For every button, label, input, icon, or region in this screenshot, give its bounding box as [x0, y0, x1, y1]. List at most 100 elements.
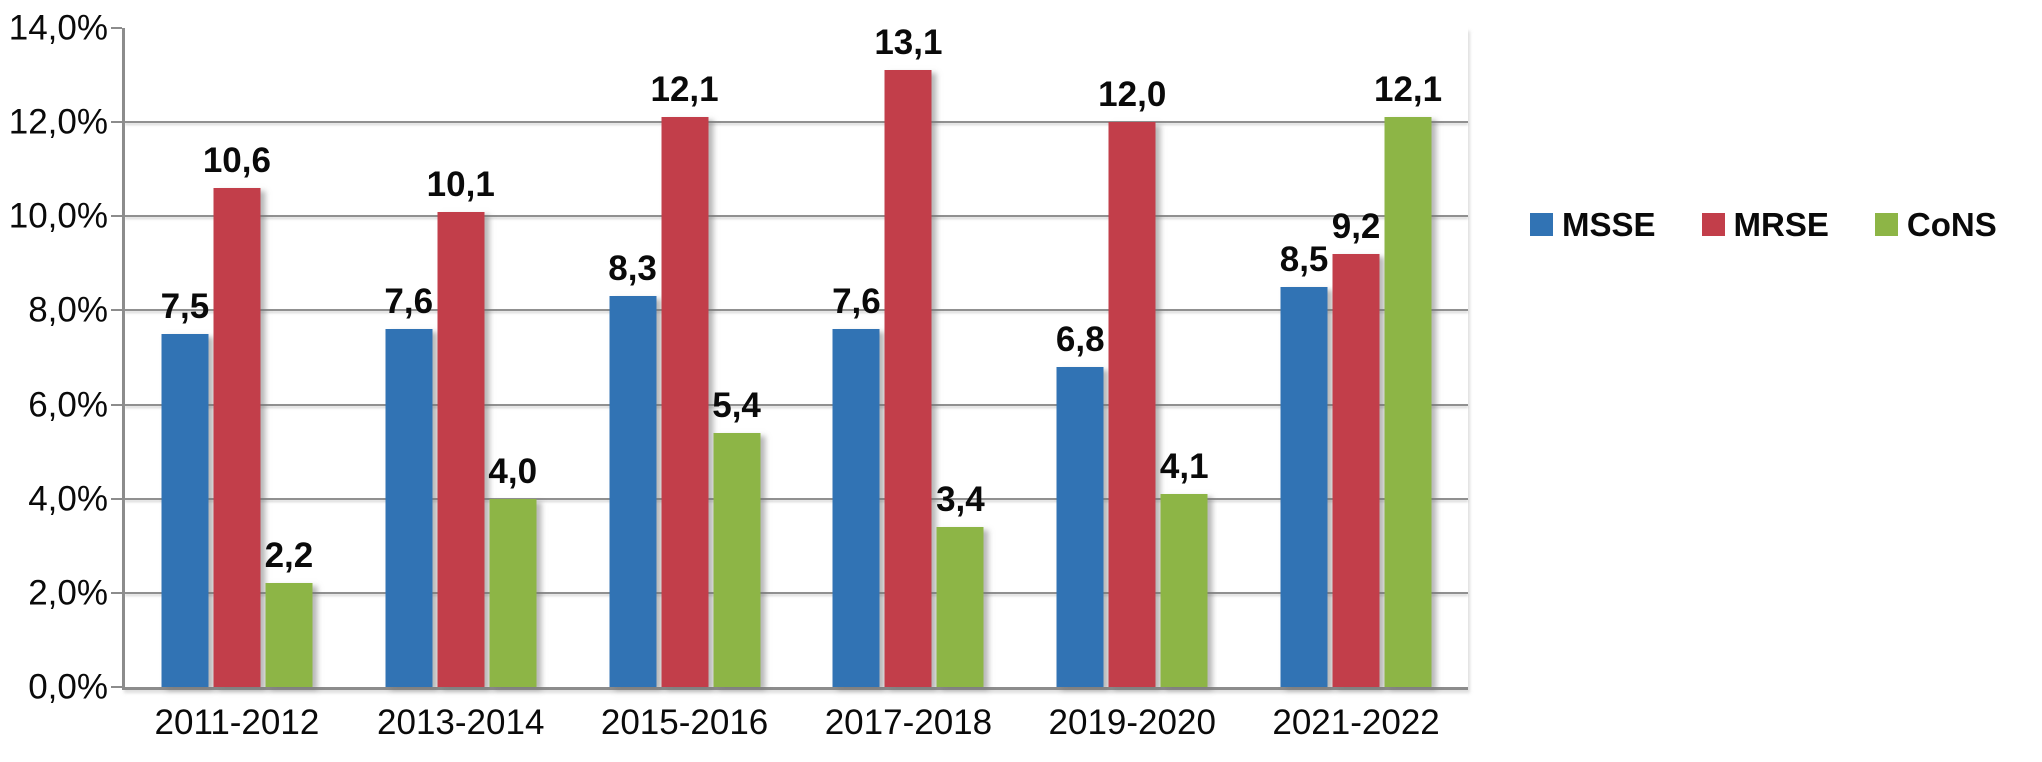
y-axis-tick-label: 6,0% [28, 385, 108, 425]
bar-group-bars: 7,6 10,1 4,0 [384, 28, 537, 687]
bar-value-label: 12,0 [1098, 75, 1167, 115]
bar-wrapper: 6,8 [1056, 322, 1105, 687]
bar-value-label: 10,6 [202, 141, 271, 181]
bar-value-label: 3,4 [936, 479, 985, 519]
legend-item-mrse: MRSE [1701, 205, 1829, 243]
x-axis-label: 2019-2020 [1048, 703, 1216, 742]
bar-group-bars: 8,5 9,2 12,1 [1279, 28, 1442, 687]
x-axis-label: 2021-2022 [1272, 703, 1440, 742]
bar-cons [265, 583, 313, 687]
bar-wrapper: 10,6 [203, 143, 271, 687]
bar-value-label: 13,1 [874, 23, 943, 63]
y-axis-tick [111, 591, 122, 594]
bar-wrapper: 5,4 [712, 388, 761, 687]
x-axis-label: 2011-2012 [154, 703, 320, 742]
bar-wrapper: 7,6 [832, 284, 881, 687]
legend-swatch-mrse [1701, 212, 1725, 236]
y-axis-tick-label: 12,0% [8, 102, 108, 142]
bar-value-label: 4,0 [488, 451, 538, 491]
bar-value-label: 7,6 [384, 282, 434, 322]
gridline [125, 215, 1468, 218]
y-axis-tick [111, 121, 122, 124]
bar-wrapper: 12,1 [651, 72, 719, 687]
gridline [125, 591, 1468, 594]
bar-wrapper: 4,0 [488, 454, 537, 687]
legend-swatch-msse [1530, 212, 1553, 236]
bar-group-bars: 6,8 12,0 4,1 [1056, 28, 1209, 687]
bar-msse [832, 329, 880, 687]
y-axis-tick [111, 215, 122, 218]
bar-group: 8,3 12,1 5,4 2015-2016 [573, 28, 797, 740]
bar-value-label: 8,5 [1279, 239, 1329, 279]
bar-group: 7,6 13,1 3,4 2017-2018 [797, 25, 1021, 740]
y-axis-tick-label: 2,0% [28, 573, 108, 613]
bar-value-label: 2,2 [264, 536, 314, 576]
x-axis-label: 2017-2018 [824, 703, 993, 742]
bar-cons [713, 432, 761, 687]
legend-label: CoNS [1906, 205, 1997, 243]
y-axis-tick-label: 0,0% [28, 667, 108, 707]
legend-label: MRSE [1733, 205, 1829, 243]
bar-wrapper: 7,6 [384, 284, 433, 687]
bar-mrse [437, 211, 485, 687]
bar-group: 7,6 10,1 4,0 2013-2014 [349, 28, 573, 740]
legend-item-cons: CoNS [1874, 205, 1997, 243]
bar-mrse [661, 117, 709, 687]
bar-mrse [884, 70, 932, 687]
bar-wrapper: 12,0 [1098, 77, 1166, 687]
bar-cons [1384, 117, 1432, 687]
gridline [125, 309, 1468, 312]
bar-wrapper: 13,1 [874, 25, 942, 687]
legend-item-msse: MSSE [1530, 208, 1656, 241]
bar-wrapper: 12,1 [1374, 72, 1442, 687]
y-axis-tick [111, 309, 122, 312]
y-axis-tick-label: 4,0% [28, 479, 108, 519]
bar-group: 7,5 10,6 2,2 2011-2012 [125, 28, 349, 740]
bar-wrapper: 7,5 [161, 289, 209, 687]
bar-value-label: 9,2 [1331, 206, 1381, 246]
bar-group-bars: 7,6 13,1 3,4 [832, 25, 985, 687]
bar-group-bars: 7,5 10,6 2,2 [161, 28, 313, 687]
bar-value-label: 8,3 [608, 249, 657, 289]
bar-msse [1280, 286, 1328, 687]
bar-value-label: 7,5 [160, 286, 210, 326]
bar-value-label: 12,1 [1374, 70, 1443, 110]
y-axis-tick-label: 10,0% [8, 196, 108, 236]
bar-wrapper: 10,1 [427, 167, 495, 687]
y-axis-labels: 0,0% 2,0% 4,0% 6,0% 8,0% 10,0% 12,0% 14,0% [0, 11, 108, 705]
legend: MSSE MRSE CoNS [1530, 202, 1997, 246]
bar-msse [1056, 366, 1104, 687]
bar-group-bars: 8,3 12,1 5,4 [608, 28, 761, 687]
bar-group: 8,5 9,2 12,1 2021-2022 [1244, 28, 1468, 740]
bar-mrse [213, 188, 261, 687]
legend-label: MSSE [1562, 205, 1656, 243]
bar-msse [609, 296, 657, 687]
bar-msse [161, 333, 209, 687]
bar-wrapper: 2,2 [265, 538, 313, 687]
gridline [125, 403, 1468, 406]
bar-value-label: 10,1 [426, 164, 495, 204]
bar-mrse [1332, 253, 1380, 687]
bar-mrse [1108, 122, 1156, 687]
bar-cons [1160, 494, 1208, 687]
bar-cons [936, 526, 984, 687]
x-axis-label: 2015-2016 [600, 703, 769, 742]
gridline [125, 497, 1468, 500]
bar-value-label: 6,8 [1055, 319, 1105, 359]
y-axis-tick [111, 497, 122, 500]
x-axis-label: 2013-2014 [377, 703, 545, 742]
gridline [125, 121, 1468, 124]
bar-value-label: 4,1 [1159, 447, 1209, 487]
bar-wrapper: 3,4 [936, 482, 985, 687]
legend-swatch-cons [1874, 212, 1898, 236]
bar-wrapper: 9,2 [1332, 209, 1380, 687]
bar-wrapper: 4,1 [1160, 449, 1209, 687]
bar-group: 6,8 12,0 4,1 2019-2020 [1020, 28, 1244, 740]
bar-value-label: 12,1 [650, 70, 719, 110]
bar-wrapper: 8,3 [608, 251, 657, 687]
bar-cons [489, 498, 537, 687]
y-axis-tick [111, 27, 122, 29]
y-axis-tick [111, 403, 122, 406]
plot-area: 7,5 10,6 2,2 2011-2012 7,6 10,1 4,0 2013-2014 8,… [111, 25, 1468, 740]
